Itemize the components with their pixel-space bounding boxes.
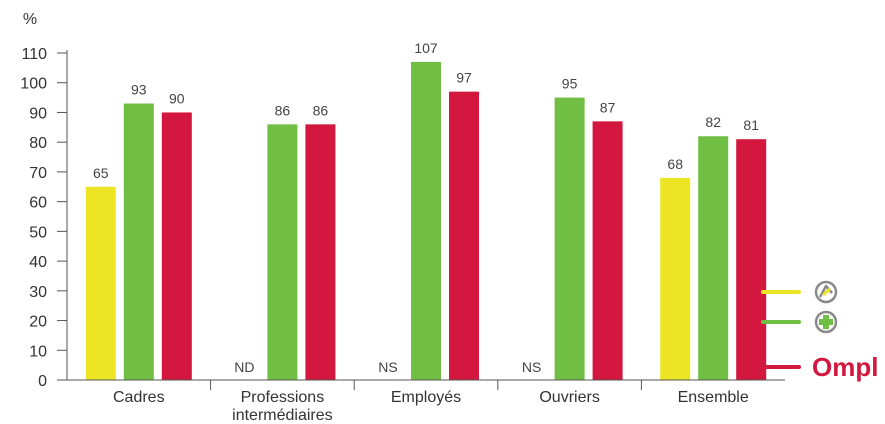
y-tick-label: 80	[29, 135, 47, 152]
x-category-label: Ensemble	[678, 389, 749, 406]
bar-value-label: NS	[378, 359, 397, 375]
bar-value-label: ND	[234, 359, 254, 375]
bar	[592, 121, 623, 380]
bar	[449, 91, 479, 381]
x-category-label: Professions	[241, 389, 325, 406]
bar	[411, 61, 441, 380]
unit-label: %	[23, 11, 37, 28]
bar-value-label: 86	[275, 102, 291, 118]
plus-cross-logo-icon	[814, 310, 838, 334]
bar	[660, 177, 691, 380]
bar-value-label: 93	[131, 82, 147, 98]
bars-group: 65 93 90 ND 86 86 NS 107 97 NS 95 87 68 82 81	[85, 40, 767, 381]
bar-value-label: 65	[93, 165, 109, 181]
bar-value-label: 90	[169, 90, 185, 106]
bar-value-label: 82	[705, 114, 721, 130]
bar	[85, 186, 116, 380]
recycle-logo-icon	[814, 280, 838, 304]
bar-value-label: 95	[562, 76, 578, 92]
bar-value-label: 107	[414, 40, 438, 56]
bar	[123, 103, 154, 380]
bar	[698, 136, 729, 380]
y-tick-label: 10	[29, 343, 47, 360]
x-category-label: Employés	[391, 389, 461, 406]
y-tick-label: 20	[29, 314, 47, 331]
ompl-logo: Ompl	[812, 352, 878, 382]
x-category-label: intermédiaires	[232, 407, 332, 424]
legend: Ompl	[761, 280, 878, 382]
bar	[267, 124, 298, 380]
y-tick-label: 60	[29, 195, 47, 212]
bar	[736, 139, 767, 380]
bar-value-label: 97	[456, 70, 472, 86]
y-tick-label: 90	[29, 105, 47, 122]
x-category-label: Cadres	[113, 389, 165, 406]
bar-value-label: 68	[667, 156, 683, 172]
y-tick-label: 30	[29, 284, 47, 301]
bar	[554, 97, 585, 380]
y-tick-label: 110	[21, 46, 47, 63]
x-category-label: Ouvriers	[539, 389, 599, 406]
bar	[305, 124, 336, 380]
y-axis: 0 10 20 30 40 50 60 70 80 90 100 110	[20, 46, 68, 390]
y-tick-label: 40	[29, 254, 47, 271]
y-tick-label: 50	[29, 224, 47, 241]
bar-value-label: NS	[522, 359, 541, 375]
bar-value-label: 81	[743, 117, 759, 133]
y-tick-label: 0	[38, 373, 47, 390]
bar-value-label: 87	[600, 99, 616, 115]
bar-value-label: 86	[313, 102, 329, 118]
y-tick-label: 100	[20, 76, 47, 93]
y-tick-label: 70	[29, 165, 47, 182]
bar	[161, 112, 192, 381]
